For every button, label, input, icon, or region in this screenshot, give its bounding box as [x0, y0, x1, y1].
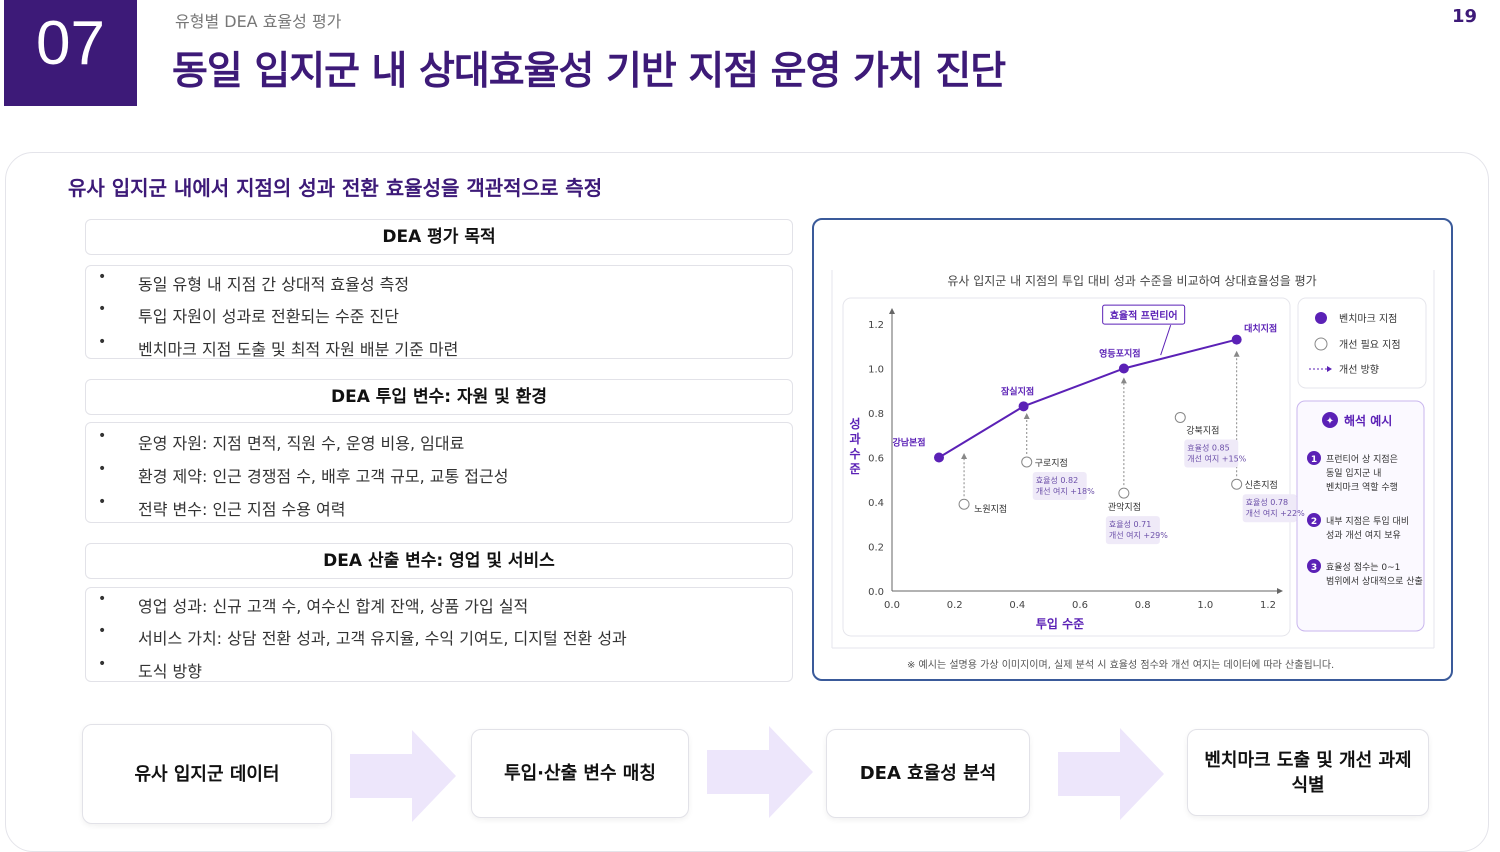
flow-step-1: 유사 입지군 데이터	[82, 724, 332, 824]
section-number: 07	[4, 0, 137, 106]
flow-step-3: DEA 효율성 분석	[826, 729, 1030, 818]
flow-arrow-3	[1058, 728, 1164, 820]
chart-panel	[812, 218, 1453, 681]
section-eyebrow: 유형별 DEA 효율성 평가	[175, 12, 342, 31]
dea-purpose-heading: DEA 평가 목적	[85, 219, 793, 255]
content-subtitle: 유사 입지군 내에서 지점의 성과 전환 효율성을 객관적으로 측정	[68, 176, 603, 200]
flow-step-2: 투입·산출 변수 매칭	[471, 729, 689, 818]
page-title: 동일 입지군 내 상대효율성 기반 지점 운영 가치 진단	[172, 49, 1006, 94]
dea-input-list: • 운영 자원: 지점 면적, 직원 수, 운영 비용, 임대료 • 환경 제약: …	[85, 422, 793, 523]
flow-arrow-2	[707, 726, 813, 818]
flow-step-4: 벤치마크 도출 및 개선 과제 식별	[1187, 729, 1429, 816]
flow-arrow-1	[350, 730, 456, 822]
dea-input-heading: DEA 투입 변수: 자원 및 환경	[85, 379, 793, 415]
dea-output-heading: DEA 산출 변수: 영업 및 서비스	[85, 543, 793, 579]
dea-output-list: • 영업 성과: 신규 고객 수, 여수신 합계 잔액, 상품 가입 실적 • 서비…	[85, 587, 793, 682]
page-number: 19	[1452, 6, 1478, 27]
dea-purpose-list: • 동일 유형 내 지점 간 상대적 효율성 측정 • 투입 자원이 성과로 전환되…	[85, 265, 793, 359]
